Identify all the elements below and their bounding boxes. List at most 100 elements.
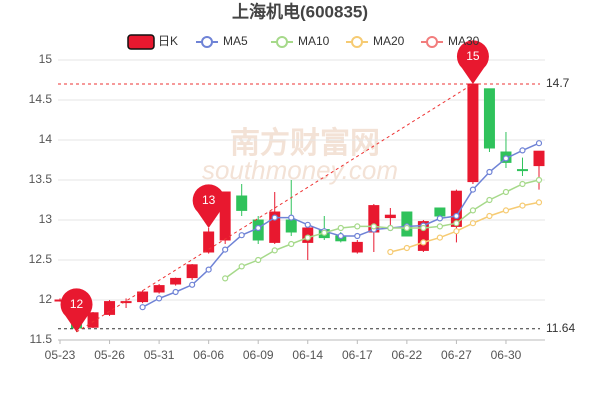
ma-point xyxy=(288,240,295,248)
ma-point xyxy=(172,288,179,296)
ma-point xyxy=(222,246,229,253)
y-tick-label: 13.5 xyxy=(29,172,53,186)
ma-point xyxy=(519,202,526,209)
ma-point xyxy=(486,168,493,176)
ma-point xyxy=(469,186,477,193)
candle-body xyxy=(203,231,215,253)
ma-point xyxy=(271,247,278,254)
candle-body xyxy=(236,195,248,211)
legend-label: MA30 xyxy=(448,34,480,48)
ma-point xyxy=(337,232,344,240)
marker-pin xyxy=(456,40,489,84)
ma-point xyxy=(337,224,344,232)
ma-point xyxy=(436,234,443,241)
min-label: 11.64 xyxy=(546,321,575,335)
candle-body xyxy=(384,214,396,219)
ma-point xyxy=(238,263,245,270)
y-tick-label: 12 xyxy=(39,292,53,306)
ma-point xyxy=(255,256,262,264)
ma-point xyxy=(205,266,212,273)
legend-marker xyxy=(426,36,438,48)
y-tick-label: 15 xyxy=(39,52,53,66)
ma-point xyxy=(535,199,543,206)
ma-point xyxy=(354,232,361,240)
candle-body xyxy=(137,291,149,303)
ma-point xyxy=(304,234,311,241)
x-tick-label: 05-26 xyxy=(94,348,125,362)
candle-body xyxy=(186,264,198,279)
ma-line xyxy=(390,201,540,253)
ma-point xyxy=(403,244,410,252)
ma-point xyxy=(321,229,328,236)
y-tick-label: 14 xyxy=(39,132,53,146)
candle-body xyxy=(516,169,528,172)
ma-point xyxy=(535,140,543,147)
y-tick-label: 12.5 xyxy=(29,252,53,266)
ma-point xyxy=(420,239,427,246)
ma-point xyxy=(354,223,361,230)
candle-body xyxy=(483,88,495,149)
candle-body xyxy=(533,150,545,167)
ma-point xyxy=(453,212,460,220)
x-tick-label: 05-23 xyxy=(45,348,76,362)
x-tick-label: 06-17 xyxy=(342,348,373,362)
y-tick-label: 11.5 xyxy=(30,332,53,346)
candle-body xyxy=(351,241,363,253)
ma-point xyxy=(436,223,443,230)
y-tick-label: 14.5 xyxy=(29,92,53,106)
legend-label: MA5 xyxy=(223,34,248,48)
ma-point xyxy=(222,275,229,282)
marker-pin xyxy=(60,288,93,332)
candle-body xyxy=(269,211,281,243)
legend-swatch xyxy=(127,34,155,50)
candle-body xyxy=(417,221,429,251)
legend-label: 日K xyxy=(158,34,178,48)
x-tick-label: 06-30 xyxy=(491,348,522,362)
ma-point xyxy=(453,220,460,227)
candle-body xyxy=(87,312,99,328)
ma-point xyxy=(387,224,394,232)
ma-point xyxy=(535,176,543,184)
ma-point xyxy=(519,147,526,154)
ma-point xyxy=(189,281,196,288)
max-label: 14.7 xyxy=(546,76,570,90)
ma-point xyxy=(370,223,377,230)
ma-point xyxy=(304,221,311,228)
legend-label: MA10 xyxy=(298,34,330,48)
candle-body xyxy=(170,277,182,285)
ma-point xyxy=(502,188,510,196)
ma-point xyxy=(271,214,278,221)
ma-point xyxy=(502,155,510,162)
candle-body xyxy=(120,301,132,304)
candle-body xyxy=(285,219,297,233)
marker-label: 15 xyxy=(466,49,480,63)
ma-point xyxy=(519,180,526,188)
ma-point xyxy=(420,224,427,232)
chart-title: 上海机电(600835) xyxy=(232,1,368,21)
candle-body xyxy=(434,207,446,217)
ma-point xyxy=(156,295,163,302)
candle-body xyxy=(467,83,479,183)
ma-point xyxy=(453,228,460,235)
ma-point xyxy=(436,215,443,222)
candle-body xyxy=(153,285,165,293)
watermark: 南方财富网 xyxy=(230,126,380,160)
x-tick-label: 06-09 xyxy=(243,348,274,362)
ma-point xyxy=(502,207,510,214)
ma-point xyxy=(486,212,493,220)
legend-marker xyxy=(201,36,213,48)
ma-point xyxy=(387,248,394,256)
ma-point xyxy=(255,224,262,232)
x-tick-label: 06-27 xyxy=(441,348,472,362)
ma-point xyxy=(288,214,295,221)
marker-pin xyxy=(192,184,225,228)
candle-body xyxy=(104,301,116,315)
ma-point xyxy=(486,196,493,204)
legend-marker xyxy=(351,36,363,48)
ma-point xyxy=(469,220,477,227)
y-tick-label: 13 xyxy=(39,212,53,226)
legend-marker xyxy=(276,36,288,48)
ma-point xyxy=(238,232,245,239)
x-tick-label: 06-14 xyxy=(292,348,323,362)
